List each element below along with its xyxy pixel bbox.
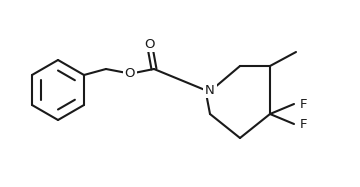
Text: O: O [125, 67, 135, 79]
Text: O: O [145, 38, 155, 50]
Text: N: N [205, 84, 215, 96]
Text: F: F [300, 97, 307, 111]
Text: F: F [300, 117, 307, 131]
